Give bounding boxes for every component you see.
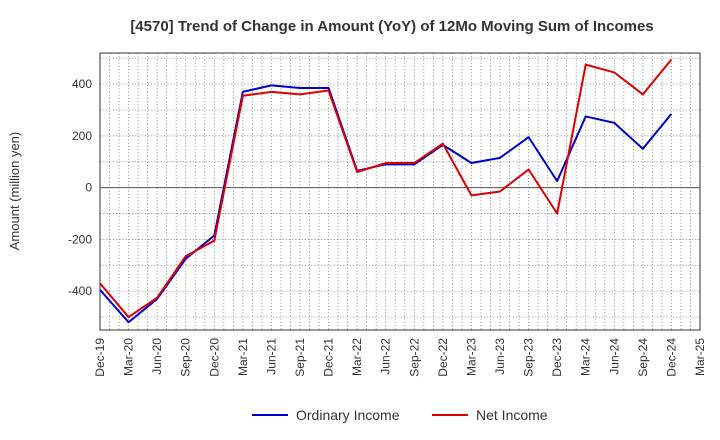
y-axis-label: Amount (million yen) [7, 132, 22, 251]
legend-label-ordinary-income: Ordinary Income [296, 407, 400, 423]
x-tick-label: Mar-24 [579, 338, 593, 376]
x-tick-label: Dec-24 [664, 338, 678, 377]
x-tick-label: Jun-24 [607, 338, 621, 375]
x-tick-label: Sep-21 [293, 338, 307, 377]
x-tick-label: Dec-23 [550, 338, 564, 377]
grid [100, 53, 700, 330]
x-tick-label: Dec-19 [93, 338, 107, 377]
series-line-net-income [99, 58, 673, 319]
x-tick-label: Mar-22 [350, 338, 364, 376]
y-tick-label: -200 [68, 232, 92, 246]
y-tick-label: 0 [85, 181, 92, 195]
series-lines [99, 58, 673, 324]
x-tick-label: Dec-20 [207, 338, 221, 377]
x-tick-label: Jun-20 [150, 338, 164, 375]
x-tick-label: Dec-22 [436, 338, 450, 377]
y-tick-label: 200 [72, 129, 92, 143]
x-tick-label: Mar-20 [122, 338, 136, 376]
x-tick-label: Mar-23 [464, 338, 478, 376]
x-tick-label: Mar-21 [236, 338, 250, 376]
x-tick-label: Sep-23 [522, 338, 536, 377]
legend-label-net-income: Net Income [476, 407, 548, 423]
y-tick-label: 400 [72, 77, 92, 91]
x-tick-label: Jun-23 [493, 338, 507, 375]
y-tick-labels: -400 -200 0 200 400 [68, 77, 92, 298]
x-tick-label: Mar-25 [693, 338, 707, 376]
x-tick-label: Sep-24 [636, 338, 650, 377]
x-tick-label: Dec-21 [322, 338, 336, 377]
plot-area [99, 52, 701, 331]
x-tick-label: Sep-20 [179, 338, 193, 377]
x-tick-label: Jun-22 [379, 338, 393, 375]
x-tick-label: Jun-21 [264, 338, 278, 375]
x-tick-labels: Dec-19 Mar-20 Jun-20 Sep-20 Dec-20 Mar-21 Jun-… [93, 338, 707, 377]
chart-title: [4570] Trend of Change in Amount (YoY) o… [130, 18, 653, 35]
y-tick-label: -400 [68, 284, 92, 298]
x-tick-label: Sep-22 [407, 338, 421, 377]
legend: Ordinary Income Net Income [252, 407, 548, 423]
